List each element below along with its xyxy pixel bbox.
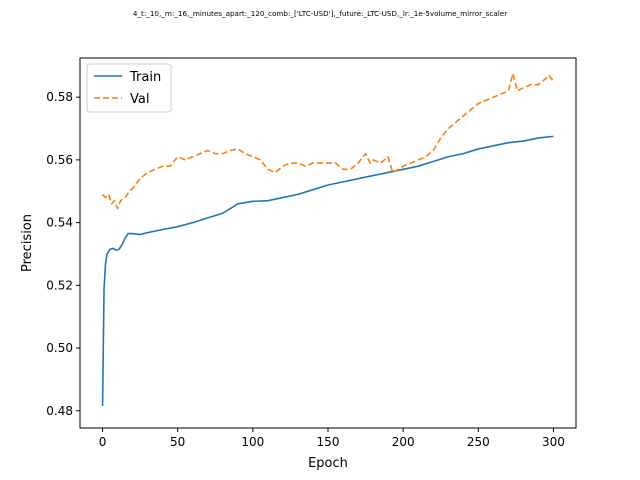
- y-tick-label: 0.58: [46, 90, 73, 104]
- chart-title: 4_t:_10,_m:_16,_minutes_apart:_120_comb:…: [133, 9, 507, 18]
- legend: Train Val: [86, 63, 172, 113]
- x-tick-label: 200: [392, 435, 415, 449]
- plot-frame: [79, 57, 577, 429]
- x-tick-label: 0: [99, 435, 107, 449]
- y-tick-label: 0.50: [46, 341, 73, 355]
- x-tick-label: 150: [317, 435, 340, 449]
- x-tick-label: 250: [467, 435, 490, 449]
- y-tick-label: 0.52: [46, 278, 73, 292]
- y-axis-label: Precision: [20, 214, 35, 272]
- x-axis-label: Epoch: [308, 456, 348, 471]
- series-layer: [101, 72, 555, 407]
- x-tick-label: 300: [542, 435, 565, 449]
- y-axis: 0.48 0.50 0.52 0.54 0.56 0.58: [46, 90, 80, 418]
- y-tick-label: 0.54: [46, 216, 73, 230]
- x-tick-label: 100: [241, 435, 264, 449]
- x-tick-label: 50: [170, 435, 185, 449]
- x-axis: 0 50 100 150 200 250 300: [99, 428, 565, 449]
- y-tick-label: 0.48: [46, 404, 73, 418]
- series-line-val: [101, 72, 555, 210]
- legend-label-val: Val: [130, 92, 149, 107]
- y-tick-label: 0.56: [46, 153, 73, 167]
- series-line-train: [101, 135, 554, 407]
- legend-label-train: Train: [129, 70, 161, 85]
